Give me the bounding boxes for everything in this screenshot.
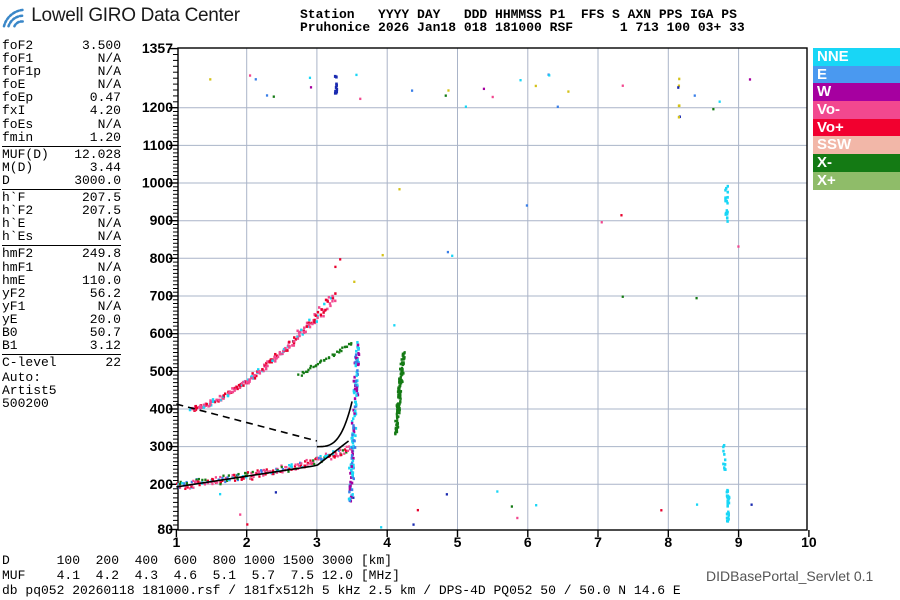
svg-text:800: 800	[150, 250, 174, 266]
svg-text:6: 6	[524, 534, 532, 550]
svg-text:10: 10	[801, 534, 817, 550]
svg-text:80: 80	[157, 521, 173, 537]
svg-text:700: 700	[150, 288, 174, 304]
svg-text:2: 2	[243, 534, 251, 550]
svg-text:8: 8	[664, 534, 672, 550]
svg-text:3: 3	[313, 534, 321, 550]
svg-text:400: 400	[150, 401, 174, 417]
svg-text:900: 900	[150, 212, 174, 228]
svg-text:4: 4	[383, 534, 391, 550]
svg-text:1100: 1100	[143, 137, 174, 153]
svg-text:7: 7	[594, 534, 602, 550]
svg-text:9: 9	[735, 534, 743, 550]
svg-text:1200: 1200	[142, 99, 173, 115]
svg-text:600: 600	[150, 325, 174, 341]
svg-text:500: 500	[150, 363, 174, 379]
svg-text:1000: 1000	[142, 175, 173, 191]
svg-text:5: 5	[454, 534, 462, 550]
svg-text:200: 200	[150, 476, 174, 492]
svg-text:1: 1	[173, 534, 181, 550]
svg-text:1357: 1357	[142, 40, 173, 56]
svg-text:300: 300	[150, 438, 174, 454]
